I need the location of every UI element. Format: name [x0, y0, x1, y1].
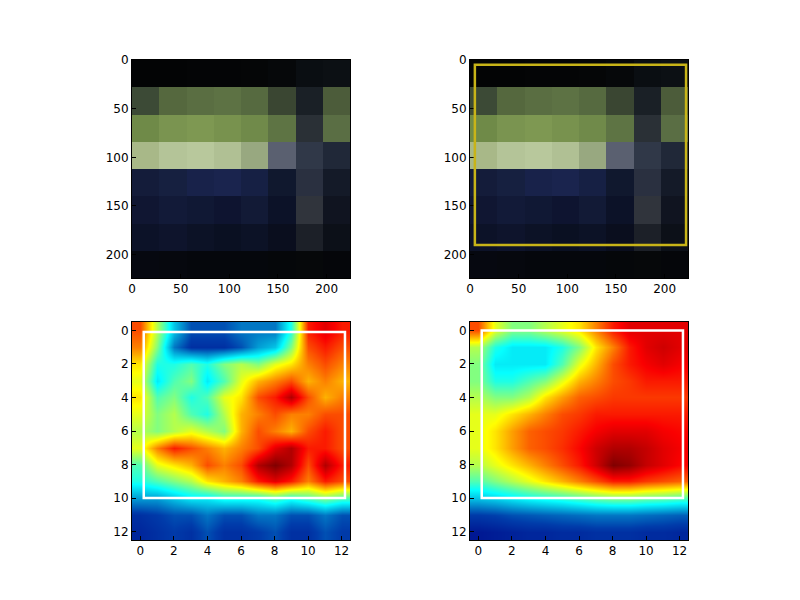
svg-text:2: 2 [459, 357, 467, 371]
svg-text:50: 50 [451, 102, 466, 116]
svg-text:6: 6 [575, 544, 583, 558]
svg-text:0: 0 [466, 282, 474, 296]
svg-text:4: 4 [204, 544, 212, 558]
svg-text:50: 50 [113, 102, 128, 116]
svg-text:4: 4 [121, 391, 129, 405]
svg-text:150: 150 [267, 282, 290, 296]
svg-text:50: 50 [511, 282, 526, 296]
svg-text:100: 100 [556, 282, 579, 296]
svg-text:6: 6 [459, 424, 467, 438]
svg-text:12: 12 [334, 544, 349, 558]
svg-text:0: 0 [459, 324, 467, 338]
svg-text:100: 100 [106, 151, 129, 165]
svg-text:8: 8 [121, 458, 129, 472]
svg-text:0: 0 [121, 53, 129, 67]
svg-text:0: 0 [137, 544, 145, 558]
svg-text:100: 100 [444, 151, 467, 165]
svg-text:6: 6 [121, 424, 129, 438]
svg-text:200: 200 [315, 282, 338, 296]
svg-text:200: 200 [653, 282, 676, 296]
svg-text:100: 100 [218, 282, 241, 296]
svg-text:12: 12 [672, 544, 687, 558]
svg-text:6: 6 [237, 544, 245, 558]
svg-text:150: 150 [605, 282, 628, 296]
svg-text:2: 2 [170, 544, 178, 558]
svg-text:10: 10 [638, 544, 653, 558]
svg-text:0: 0 [128, 282, 136, 296]
svg-text:12: 12 [113, 525, 128, 539]
svg-text:200: 200 [444, 248, 467, 262]
svg-text:150: 150 [106, 199, 129, 213]
svg-text:200: 200 [106, 248, 129, 262]
svg-text:10: 10 [300, 544, 315, 558]
svg-text:0: 0 [475, 544, 483, 558]
svg-text:150: 150 [444, 199, 467, 213]
svg-text:50: 50 [173, 282, 188, 296]
svg-text:8: 8 [271, 544, 279, 558]
svg-text:4: 4 [459, 391, 467, 405]
svg-text:0: 0 [459, 53, 467, 67]
svg-text:10: 10 [451, 491, 466, 505]
svg-text:12: 12 [451, 525, 466, 539]
svg-text:0: 0 [121, 324, 129, 338]
svg-text:10: 10 [113, 491, 128, 505]
svg-text:8: 8 [459, 458, 467, 472]
svg-text:4: 4 [542, 544, 550, 558]
svg-text:8: 8 [609, 544, 617, 558]
svg-text:2: 2 [121, 357, 129, 371]
svg-text:2: 2 [508, 544, 516, 558]
